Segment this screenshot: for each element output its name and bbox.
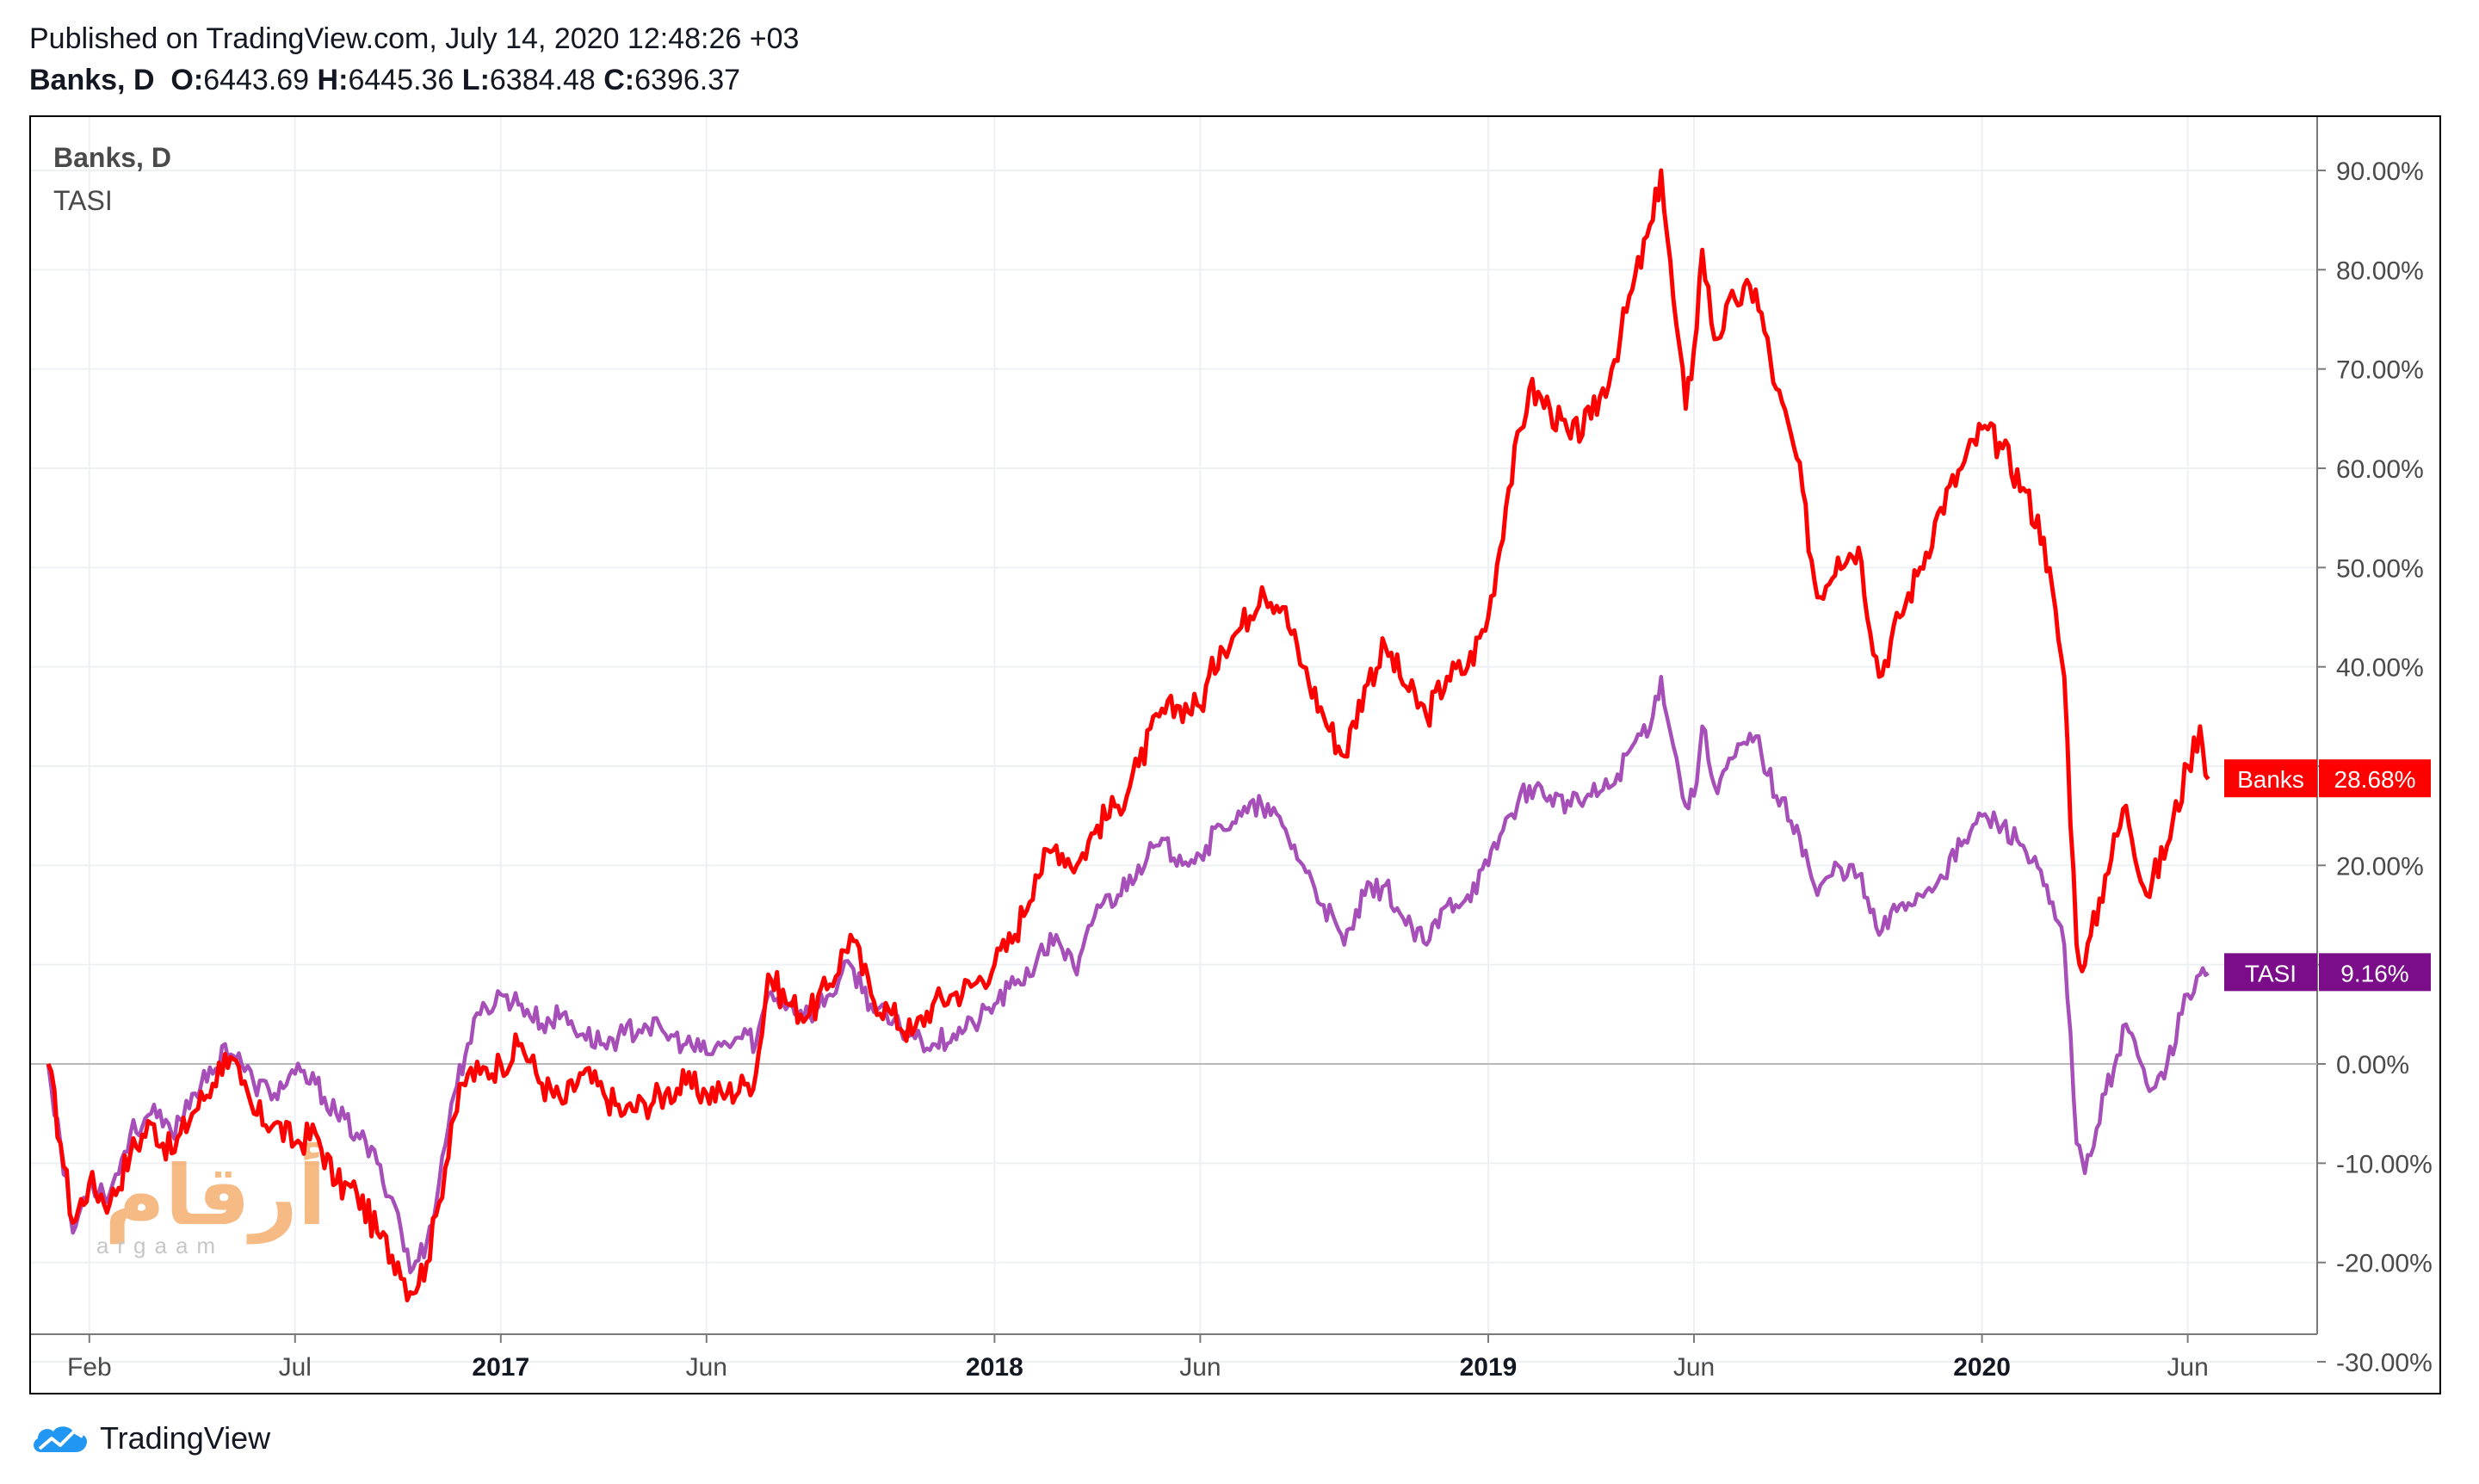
published-header: Published on TradingView.com, July 14, 2… xyxy=(29,22,800,55)
x-tick-label: 2020 xyxy=(1953,1353,2011,1382)
x-axis: Feb Jul 2017 Jun 2018 Jun 2019 Jun 2020 Jun xyxy=(67,1334,2209,1382)
y-tick-label: 70.00% xyxy=(2336,356,2424,385)
y-axis: 90.00% 80.00% 70.00% 60.00% 50.00% 40.00% 20.0… xyxy=(2317,158,2433,1377)
argaam-watermark: أرقام argaam xyxy=(96,1142,326,1258)
watermark-arabic: أرقام xyxy=(104,1142,325,1245)
close-value: 6396.37 xyxy=(634,64,741,96)
open-value: 6443.69 xyxy=(203,64,310,96)
symbol-label: Banks, D xyxy=(29,64,155,96)
y-tick-label: 0.00% xyxy=(2336,1051,2409,1079)
series-value-tag-tasi xyxy=(2319,953,2431,992)
low-label: L: xyxy=(461,64,490,96)
series-name-label-banks: Banks xyxy=(2237,766,2304,793)
close-label: C: xyxy=(603,64,635,96)
grid-lines xyxy=(31,117,2317,1363)
open-label: O: xyxy=(170,64,204,96)
series-value-tag-banks xyxy=(2319,759,2431,798)
x-tick-label: 2017 xyxy=(472,1353,529,1382)
x-tick-label: 2018 xyxy=(966,1353,1023,1382)
x-tick-label: Jul xyxy=(279,1353,312,1382)
y-tick-label: 20.00% xyxy=(2336,852,2424,881)
high-value: 6445.36 xyxy=(348,64,454,96)
x-tick-label: 2019 xyxy=(1460,1353,1518,1382)
series-value-label-tasi: 9.16% xyxy=(2340,960,2408,986)
x-tick-label: Jun xyxy=(2167,1353,2208,1382)
y-tick-label: 80.00% xyxy=(2336,257,2424,285)
y-tick-label: -30.00% xyxy=(2336,1349,2433,1377)
y-tick-label: -10.00% xyxy=(2336,1150,2433,1178)
high-label: H: xyxy=(317,64,349,96)
x-tick-label: Feb xyxy=(67,1353,112,1382)
y-tick-label: -20.00% xyxy=(2336,1250,2433,1278)
x-tick-label: Jun xyxy=(1673,1353,1715,1382)
series-lines xyxy=(46,168,2210,1302)
tradingview-brand: TradingView xyxy=(100,1420,271,1456)
y-tick-label: 40.00% xyxy=(2336,654,2424,683)
y-tick-label: 90.00% xyxy=(2336,158,2424,186)
chart-svg[interactable]: 90.00% 80.00% 70.00% 60.00% 50.00% 40.00% 20.0… xyxy=(31,117,2439,1393)
tradingview-footer: TradingView xyxy=(29,1417,270,1460)
series-line-banks xyxy=(46,168,2210,1302)
chart-frame[interactable]: 90.00% 80.00% 70.00% 60.00% 50.00% 40.00% 20.0… xyxy=(29,115,2441,1394)
y-tick-label: 60.00% xyxy=(2336,455,2424,484)
x-tick-label: Jun xyxy=(686,1353,727,1382)
legend-main: Banks, D xyxy=(53,142,171,173)
last-value-tags: Banks 28.68% TASI 9.16% xyxy=(2224,759,2431,992)
series-name-tag-banks xyxy=(2224,759,2317,798)
x-tick-label: Jun xyxy=(1179,1353,1221,1382)
series-name-label-tasi: TASI xyxy=(2245,960,2297,986)
legend-compare: TASI xyxy=(53,185,113,216)
series-line-tasi xyxy=(46,674,2210,1275)
watermark-latin: argaam xyxy=(96,1233,224,1258)
y-tick-label: 50.00% xyxy=(2336,554,2424,583)
tradingview-cloud-icon xyxy=(34,1426,88,1452)
series-name-tag-tasi xyxy=(2224,953,2317,992)
ohlc-header: Banks, D O:6443.69 H:6445.36 L:6384.48 C… xyxy=(29,64,740,97)
low-value: 6384.48 xyxy=(489,64,596,96)
series-value-label-banks: 28.68% xyxy=(2334,766,2416,793)
